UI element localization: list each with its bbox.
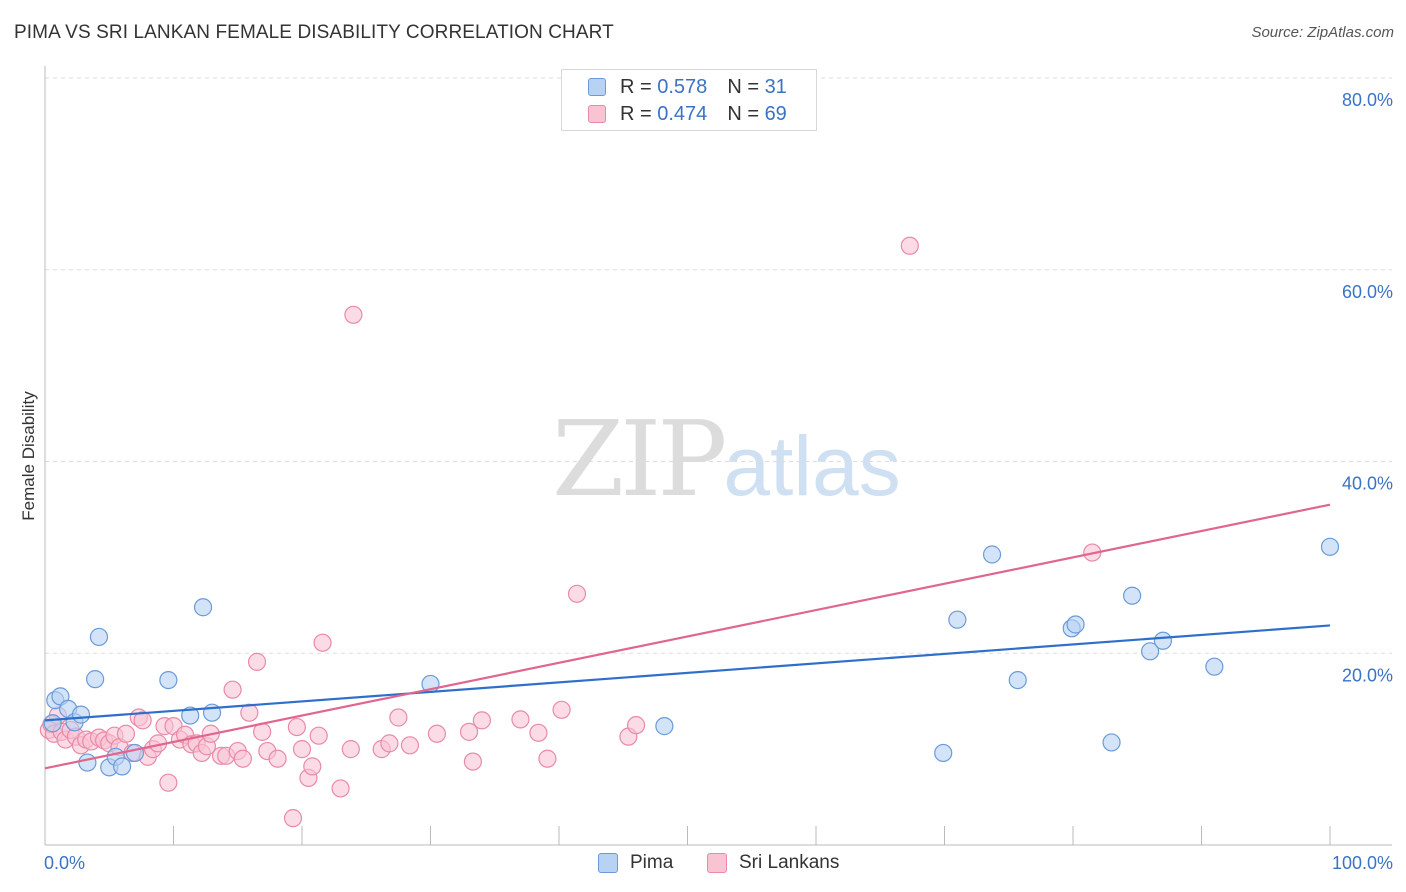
- source-credit: Source: ZipAtlas.com: [1251, 24, 1394, 41]
- sri-lankans-trend-line: [44, 503, 1331, 770]
- sri-lankans-point: [223, 680, 242, 699]
- sri-lankans-point: [900, 236, 919, 255]
- sri-lankans-point: [459, 722, 479, 741]
- pima-point: [1153, 631, 1173, 650]
- pima-point: [86, 670, 105, 689]
- y-tick-label: 80.0%: [1342, 90, 1393, 110]
- sri-lankans-point: [116, 724, 136, 743]
- tick-labels: 20.0% 40.0% 60.0% 80.0% 0.0% 100.0%: [44, 90, 1393, 873]
- chart-title: PIMA VS SRI LANKAN FEMALE DISABILITY COR…: [14, 22, 614, 43]
- legend-pima-swatch: [598, 853, 618, 873]
- sri-r-label: R =: [620, 102, 652, 125]
- sri-lankans-point: [626, 716, 646, 735]
- sri-lankans-point: [268, 749, 287, 768]
- pima-point: [159, 670, 178, 690]
- pima-point: [43, 714, 62, 733]
- pima-point: [125, 743, 145, 763]
- sri-swatch: [588, 105, 606, 123]
- sri-r-value: 0.474: [657, 102, 708, 125]
- pima-point: [1205, 657, 1224, 676]
- sri-lankans-point: [552, 700, 571, 719]
- sri-lankans-point: [344, 305, 363, 324]
- sri-lankans-point: [463, 752, 483, 771]
- sri-lankans-point: [233, 749, 252, 768]
- pima-point: [655, 717, 674, 736]
- sri-lankans-point: [287, 717, 306, 737]
- pima-point: [934, 743, 953, 763]
- x-tick-label-start: 0.0%: [44, 853, 85, 873]
- legend-item-pima[interactable]: Pima: [598, 852, 673, 874]
- pima-n-value: 31: [764, 75, 787, 98]
- sri-lankans-points: [39, 236, 1102, 828]
- y-tick-label: 60.0%: [1342, 282, 1393, 302]
- y-tick-label: 40.0%: [1342, 474, 1393, 494]
- pima-point: [1320, 537, 1340, 556]
- pima-trend-line: [44, 624, 1331, 722]
- pima-point: [1123, 586, 1142, 605]
- sri-lankans-point: [292, 740, 312, 759]
- pima-point: [193, 598, 213, 617]
- pima-point: [89, 627, 109, 647]
- pima-point: [71, 705, 91, 724]
- sri-n-label: N =: [727, 102, 759, 125]
- correlation-legend: R = 0.578 N = 31 R = 0.474 N = 69: [561, 69, 817, 131]
- legend-item-sri-lankans[interactable]: Sri Lankans: [707, 852, 839, 874]
- sri-lankans-point: [400, 736, 420, 755]
- sri-lankans-point: [472, 711, 491, 730]
- pima-point: [78, 753, 97, 772]
- legend-row-sri: R = 0.474 N = 69: [588, 102, 787, 126]
- pima-r-value: 0.578: [657, 75, 708, 98]
- sri-n-value: 69: [764, 102, 787, 125]
- pima-point: [1102, 733, 1121, 752]
- x-tick-label-end: 100.0%: [1332, 853, 1393, 873]
- pima-point: [112, 757, 132, 776]
- series-legend: Pima Sri Lankans: [0, 852, 1406, 878]
- sri-lankans-point: [247, 652, 267, 671]
- pima-swatch: [588, 78, 606, 96]
- legend-row-pima: R = 0.578 N = 31: [588, 75, 787, 99]
- y-tick-label: 20.0%: [1342, 665, 1393, 685]
- sri-lankans-point: [159, 773, 178, 792]
- legend-pima-label: Pima: [630, 852, 674, 873]
- pima-point: [948, 610, 967, 629]
- sri-lankans-point: [341, 740, 360, 759]
- pima-n-label: N =: [727, 75, 759, 98]
- legend-sri-swatch: [707, 853, 727, 873]
- sri-lankans-point: [389, 708, 408, 727]
- pima-point: [982, 545, 1002, 564]
- pima-point: [1066, 615, 1085, 634]
- sri-lankans-point: [331, 779, 350, 798]
- trend-lines: [44, 503, 1331, 770]
- gridlines: [45, 77, 1392, 654]
- pima-point: [1140, 642, 1160, 661]
- sri-lankans-point: [283, 809, 303, 828]
- sri-lankans-point: [303, 757, 322, 776]
- sri-lankans-point: [133, 711, 152, 730]
- pima-points: [43, 537, 1340, 777]
- sri-lankans-point: [309, 726, 328, 745]
- sri-lankans-point: [567, 584, 587, 603]
- sri-lankans-point: [380, 734, 399, 753]
- pima-point: [1008, 670, 1027, 690]
- pima-r-label: R =: [620, 75, 652, 98]
- legend-sri-label: Sri Lankans: [739, 852, 840, 873]
- sri-lankans-point: [313, 633, 332, 652]
- pima-point: [181, 706, 200, 725]
- sri-lankans-point: [427, 724, 447, 743]
- axes: [44, 66, 1392, 846]
- sri-lankans-point: [538, 749, 557, 768]
- sri-lankans-point: [511, 710, 530, 729]
- sri-lankans-point: [529, 723, 548, 742]
- y-axis-label: Female Disability: [19, 391, 38, 521]
